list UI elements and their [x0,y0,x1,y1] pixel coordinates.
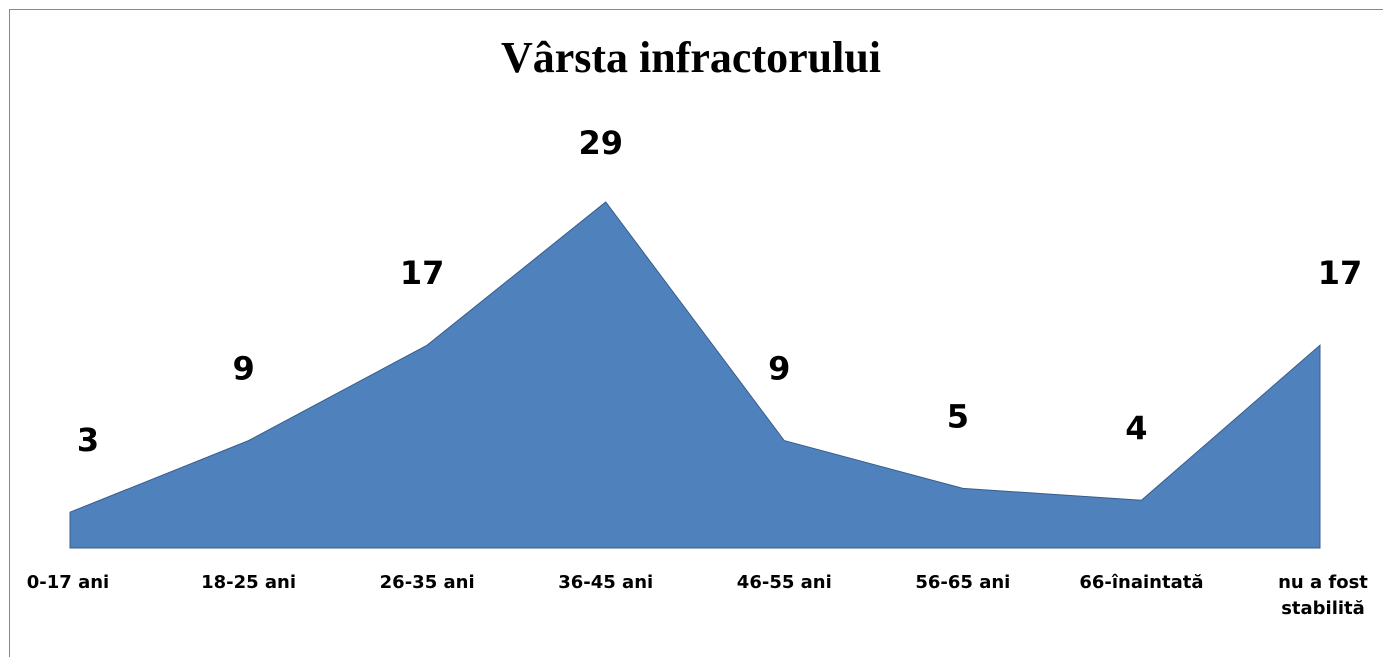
data-label: 17 [400,254,445,292]
data-label: 4 [1125,409,1147,447]
data-label: 5 [947,397,969,435]
x-tick-label: 26-35 ani [379,572,475,593]
data-label: 29 [578,124,623,162]
x-tick-label: 56-65 ani [915,572,1011,593]
chart-title: Vârsta infractorului [501,33,881,82]
data-label: 3 [77,421,99,459]
x-tick-label: 66-înaintată [1079,572,1204,593]
x-tick-label: 0-17 ani [26,572,110,593]
x-tick-label: nu a fost stabilită [1278,572,1368,619]
data-label: 17 [1318,254,1363,292]
chart-border [9,9,1383,657]
area [69,201,1321,549]
data-label: 9 [232,350,254,388]
x-tick-label: 36-45 ani [558,572,654,593]
data-label: 9 [768,350,790,388]
x-tick-label: 18-25 ani [201,572,297,593]
x-tick-label: 46-55 ani [736,572,832,593]
